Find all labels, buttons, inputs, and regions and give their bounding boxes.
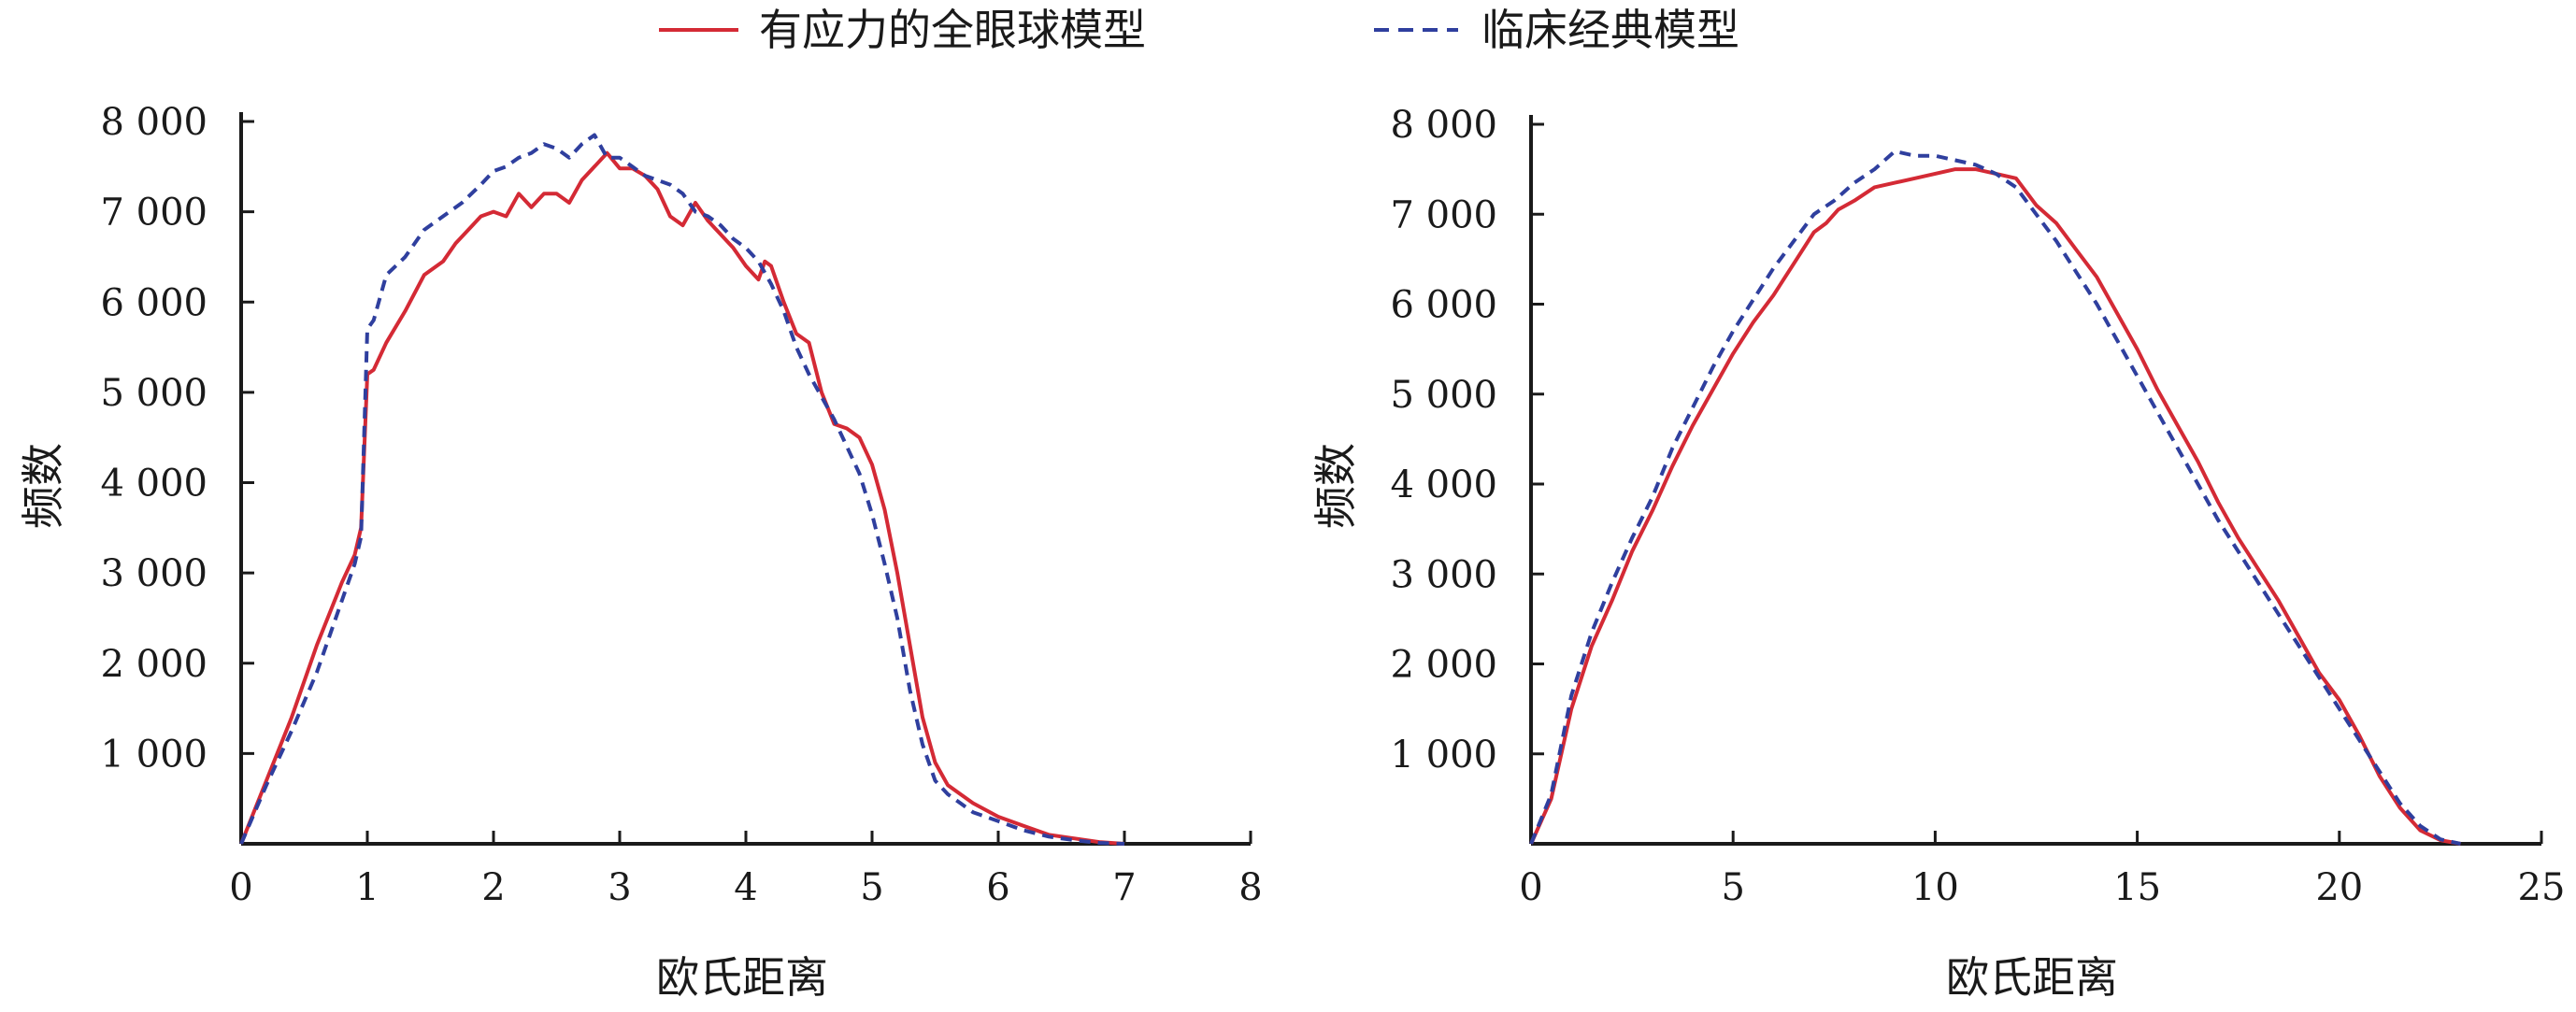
chart-left-y-tick-label: 6 000 xyxy=(100,281,208,324)
chart-right-x-tick-label: 25 xyxy=(2518,866,2566,909)
chart-right-x-tick-label: 0 xyxy=(1519,866,1542,909)
chart-right-y-tick-label: 8 000 xyxy=(1390,104,1497,147)
legend-label-series-a: 有应力的全眼球模型 xyxy=(759,5,1146,55)
chart-left-x-tick-label: 1 xyxy=(355,866,379,909)
chart-left-y-tick-label: 2 000 xyxy=(100,643,208,686)
chart-left-y-tick-label: 4 000 xyxy=(100,463,208,506)
chart-left-y-tick-label: 7 000 xyxy=(100,192,208,235)
chart-right-x-tick-label: 5 xyxy=(1721,866,1744,909)
chart-right-series-b-line xyxy=(1529,149,2461,846)
chart-left-x-tick-label: 0 xyxy=(229,866,252,909)
chart-right-y-tick-label: 1 000 xyxy=(1390,734,1497,777)
chart-left-x-tick-label: 5 xyxy=(860,866,883,909)
chart-left-x-axis-title: 欧氏距离 xyxy=(656,952,828,1003)
chart-left-y-tick-label: 5 000 xyxy=(100,372,208,415)
chart-left-y-tick-label: 8 000 xyxy=(100,101,208,144)
chart-left-x-tick-label: 3 xyxy=(608,866,631,909)
chart-right-y-tick-label: 4 000 xyxy=(1390,463,1497,506)
chart-left-x-tick-label: 4 xyxy=(734,866,757,909)
chart-right-x-tick-label: 10 xyxy=(1911,866,1959,909)
chart-left-series-b-line xyxy=(239,133,1125,846)
chart-left-series-a-line xyxy=(239,150,1125,846)
chart-right-y-tick-label: 5 000 xyxy=(1390,374,1497,417)
chart-right-y-tick-label: 2 000 xyxy=(1390,644,1497,687)
chart-left-y-tick-label: 1 000 xyxy=(100,733,208,776)
chart-right-y-axis-title: 频数 xyxy=(1310,443,1361,529)
chart-right: 频数 欧氏距离 0 5 10 15 20 25 1 000 2 000 3 000 4 000 5 … xyxy=(1310,104,2565,1003)
chart-left-x-tick-label: 6 xyxy=(986,866,1009,909)
chart-right-y-tick-label: 3 000 xyxy=(1390,553,1497,596)
chart-left-x-tick-label: 8 xyxy=(1238,866,1262,909)
chart-left-y-tick-label: 3 000 xyxy=(100,552,208,595)
chart-right-y-tick-label: 7 000 xyxy=(1390,193,1497,236)
chart-left-x-tick-label: 7 xyxy=(1112,866,1136,909)
chart-right-series-a-line xyxy=(1529,167,2461,846)
chart-right-x-axis-title: 欧氏距离 xyxy=(1946,952,2118,1003)
legend: 有应力的全眼球模型 临床经典模型 xyxy=(659,5,1739,55)
chart-right-y-tick-label: 6 000 xyxy=(1390,284,1497,327)
chart-left: 频数 欧氏距离 0 1 2 3 4 5 6 7 8 1 000 2 000 3 000 4 000 5 0… xyxy=(18,101,1263,1003)
chart-left-y-axis-title: 频数 xyxy=(18,443,68,529)
legend-label-series-b: 临床经典模型 xyxy=(1481,5,1739,55)
chart-right-x-tick-label: 20 xyxy=(2315,866,2363,909)
chart-right-x-tick-label: 15 xyxy=(2113,866,2161,909)
chart-left-x-tick-label: 2 xyxy=(481,866,505,909)
